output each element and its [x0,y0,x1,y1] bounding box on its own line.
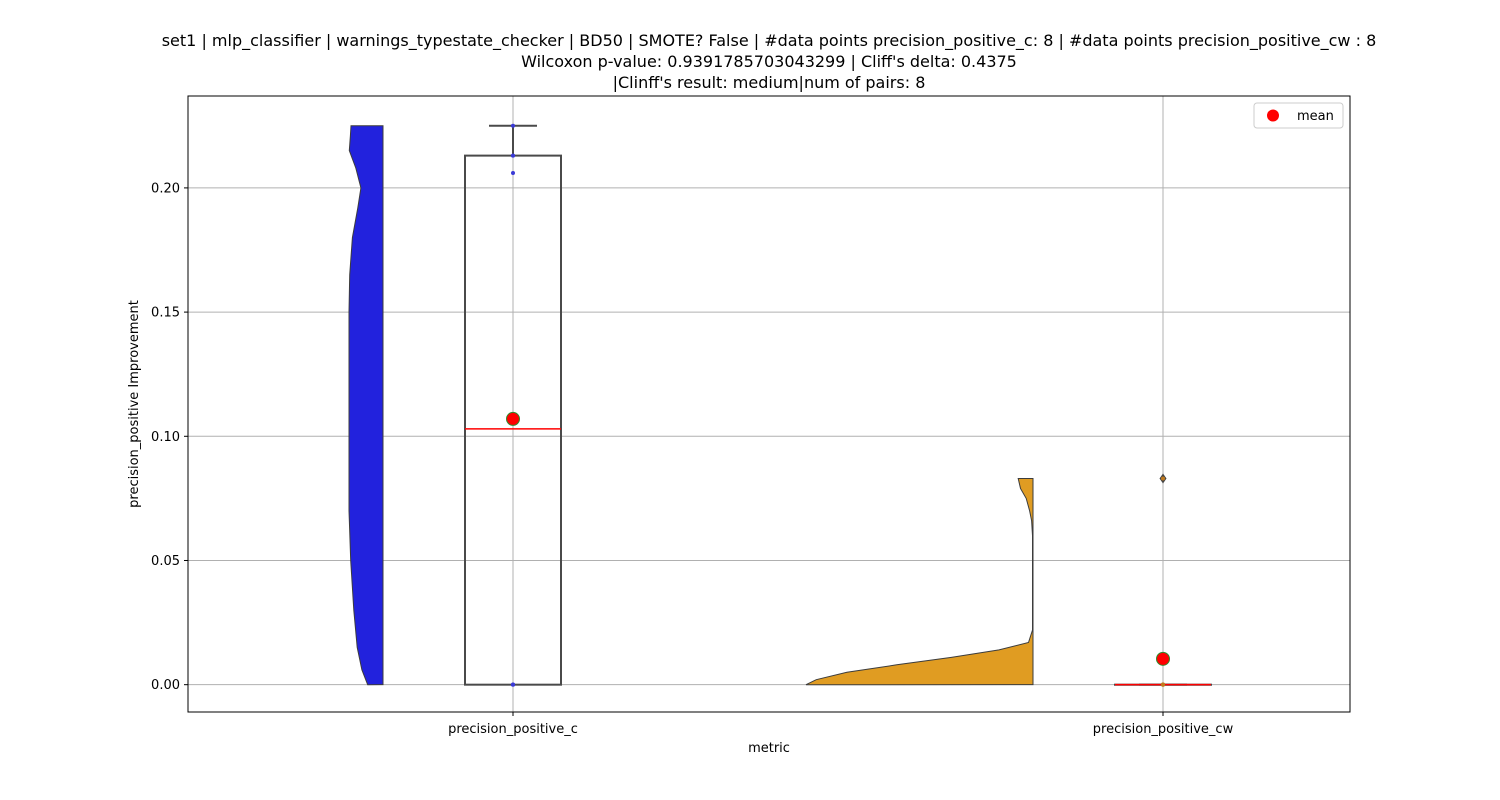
y-axis: 0.00 0.05 0.10 0.15 0.20 [151,181,188,693]
plot-marks [348,123,1212,687]
data-point [1161,476,1165,481]
title-line-3: |Clinff's result: medium|num of pairs: 8 [613,73,926,92]
data-point [511,153,515,158]
violin-precision_positive_c [348,125,384,686]
data-point [511,682,515,687]
x-tick-label: precision_positive_c [448,722,578,737]
x-tick-label: precision_positive_cw [1093,722,1234,737]
title-line-2: Wilcoxon p-value: 0.9391785703043299 | C… [521,52,1017,71]
x-axis: precision_positive_c precision_positive_c… [448,712,1234,737]
data-point [511,171,515,175]
data-point [511,123,515,128]
y-tick-label: 0.00 [151,678,180,693]
y-axis-label: precision_positive Improvement [127,300,142,508]
title-line-1: set1 | mlp_classifier | warnings_typesta… [162,31,1377,51]
y-tick-label: 0.20 [151,181,180,196]
legend-mean-marker [1267,109,1279,122]
chart-title: set1 | mlp_classifier | warnings_typesta… [162,31,1377,92]
y-tick-label: 0.05 [151,554,180,569]
mean-marker-precision_positive_c [506,411,520,426]
x-axis-label: metric [748,741,790,756]
plot-frame [187,95,1351,713]
mean-marker-precision_positive_cw [1156,651,1170,666]
legend-frame [1253,102,1344,129]
legend: mean [1253,102,1344,129]
y-tick-label: 0.15 [151,306,180,321]
legend-mean-label: mean [1297,109,1334,124]
violin-precision_positive_cw [805,477,1034,686]
y-tick-label: 0.10 [151,430,180,445]
data-point [1161,682,1165,687]
